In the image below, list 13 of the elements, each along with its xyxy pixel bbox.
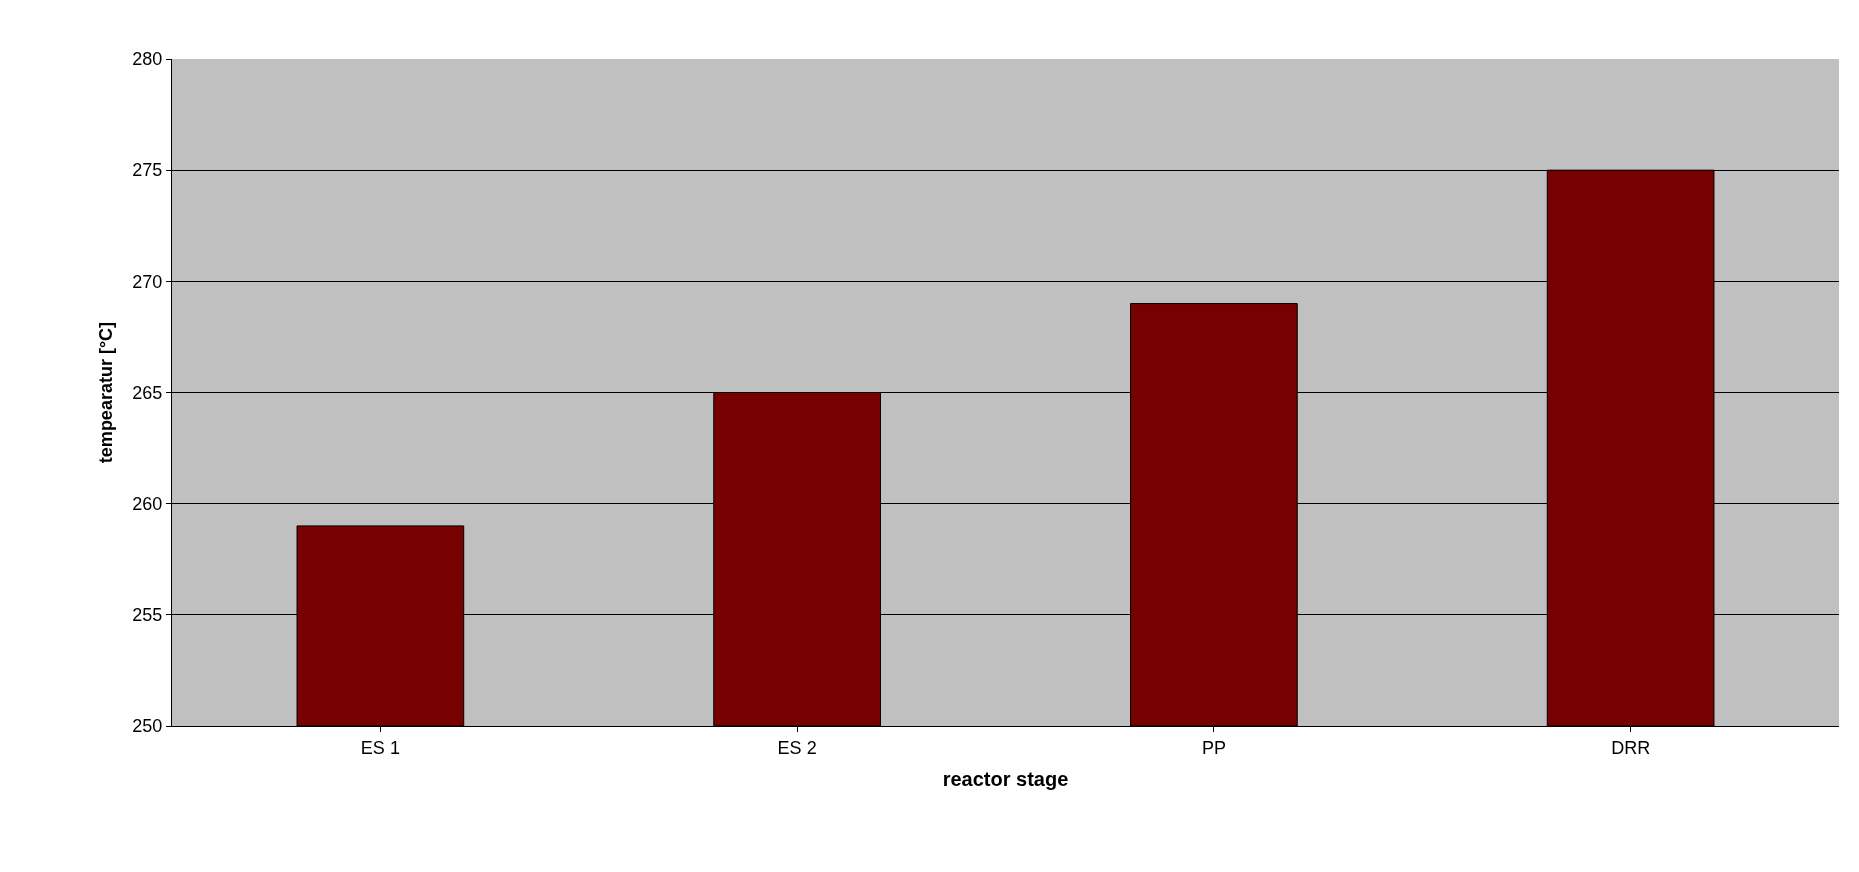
- y-tick-label: 275: [132, 160, 163, 181]
- x-tick-label: ES 2: [777, 737, 817, 758]
- x-tick-label: DRR: [1611, 737, 1651, 758]
- y-tick-label: 270: [132, 271, 163, 292]
- y-tick-label: 280: [132, 49, 163, 70]
- x-axis-title: reactor stage: [942, 768, 1069, 791]
- y-tick-label: 265: [132, 382, 163, 403]
- x-tick-label: PP: [1201, 737, 1226, 758]
- y-axis-title: tempearatur [°C]: [95, 321, 116, 464]
- x-tick-label: ES 1: [360, 737, 400, 758]
- y-tick-label: 260: [132, 493, 163, 514]
- y-tick-label: 255: [132, 605, 163, 626]
- y-tick-label: 250: [132, 716, 163, 737]
